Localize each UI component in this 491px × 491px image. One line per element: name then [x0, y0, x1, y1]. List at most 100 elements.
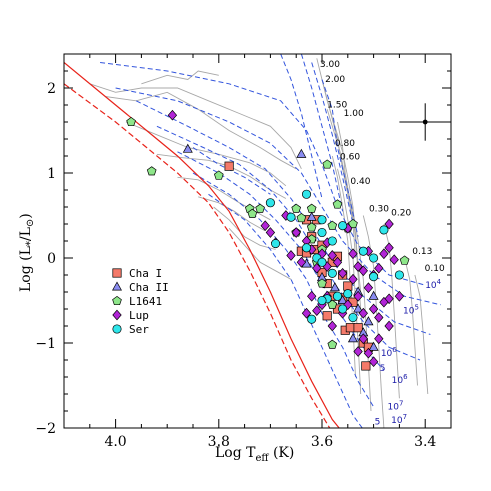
zams-line [64, 62, 340, 428]
point-l1641 [306, 203, 317, 213]
point-ser [317, 227, 327, 238]
point-l1641 [247, 208, 258, 218]
point-lup [384, 293, 394, 305]
point-l1641 [327, 339, 338, 349]
point-lup [358, 307, 368, 319]
point-ser [338, 221, 348, 231]
isochrone-curve [192, 147, 271, 195]
legend-marker-cha-ii [112, 281, 122, 291]
point-cha-i [343, 281, 353, 291]
point-lup [337, 267, 348, 279]
age-label: 106 [392, 373, 408, 386]
point-ser [265, 198, 275, 208]
track-curve [404, 257, 418, 386]
point-l1641 [317, 278, 327, 288]
point-lup [353, 346, 363, 357]
legend-marker-ser [112, 324, 122, 334]
track-curve [89, 83, 302, 169]
point-ser [332, 291, 343, 301]
point-l1641 [213, 170, 224, 180]
track-curve [198, 196, 266, 232]
isochrone-curve [300, 54, 344, 212]
point-ser [307, 314, 317, 324]
point-lup [167, 109, 178, 121]
point-l1641 [322, 159, 333, 169]
mass-label: 0.60 [340, 152, 360, 162]
point-cha-ii [353, 303, 364, 313]
point-lup [307, 290, 317, 302]
main-sequence-lines [64, 62, 340, 428]
track-curve [383, 223, 400, 399]
mass-label: 0.20 [391, 209, 411, 219]
mass-label: 2.00 [325, 75, 345, 85]
track-curve [414, 274, 429, 395]
point-cha-ii [363, 316, 374, 326]
point-cha-ii [347, 333, 358, 343]
point-lup [379, 296, 389, 308]
mass-label: 3.00 [320, 60, 340, 70]
point-l1641 [255, 203, 265, 213]
point-cha-ii [368, 290, 379, 300]
y-tick-label: 0 [47, 251, 56, 267]
point-lup [312, 262, 322, 274]
point-lup [363, 347, 374, 359]
legend-label: Lup [129, 309, 149, 322]
point-lup [332, 256, 343, 268]
point-lup [374, 333, 384, 345]
x-tick-label: 3.4 [414, 434, 436, 450]
point-ser [394, 270, 404, 280]
point-lup [296, 256, 307, 268]
age-label: 106 [381, 346, 397, 359]
age-label: 5 [380, 364, 386, 374]
point-lup [394, 290, 405, 302]
error-bar [399, 103, 451, 141]
axis-ticks: 4.0 3.8 3.6 3.4 2 1 0 −1 −2 [35, 53, 452, 450]
x-tick-label: 3.6 [311, 434, 333, 450]
mass-label: 1.00 [344, 109, 364, 119]
point-ser [317, 295, 327, 306]
point-cha-i [353, 323, 363, 333]
point-lup [384, 242, 394, 254]
point-lup [384, 320, 394, 332]
isochrone-curve [115, 87, 441, 306]
point-cha-i [224, 161, 234, 171]
point-lup [358, 265, 368, 277]
point-ser [343, 289, 353, 299]
age-label: 107 [388, 399, 404, 412]
point-lup [368, 303, 379, 315]
point-ser [379, 225, 389, 235]
x-axis-title: Log Teff (K) [215, 445, 294, 464]
point-l1641 [348, 218, 358, 229]
point-ser [327, 268, 337, 278]
point-lup [374, 312, 384, 323]
point-lup [348, 248, 358, 260]
isochrone-curve [208, 193, 363, 428]
point-ser [317, 257, 327, 267]
data-points [126, 109, 410, 371]
track-curve [125, 121, 287, 187]
point-cha-ii [296, 148, 307, 158]
point-l1641 [126, 116, 136, 127]
point-ser [348, 312, 358, 323]
point-ser [338, 304, 348, 314]
legend-label: Cha II [129, 281, 169, 294]
point-ser [358, 246, 368, 256]
point-l1641 [296, 212, 307, 223]
point-lup [384, 218, 394, 230]
point-lup [327, 320, 337, 332]
point-ser [317, 215, 327, 225]
point-ser [327, 236, 337, 246]
isochrone-curve [280, 54, 323, 199]
track-curve [141, 70, 219, 85]
legend-marker-lup [112, 309, 122, 321]
point-cha-i [322, 311, 332, 321]
legend-marker-l1641 [112, 295, 122, 306]
track-curve [213, 206, 276, 250]
point-lup [389, 254, 399, 266]
point-lup [291, 227, 301, 238]
y-tick-label: −2 [35, 421, 56, 437]
point-lup [301, 307, 312, 319]
point-lup [353, 290, 363, 302]
x-tick-label: 4.0 [104, 434, 126, 450]
